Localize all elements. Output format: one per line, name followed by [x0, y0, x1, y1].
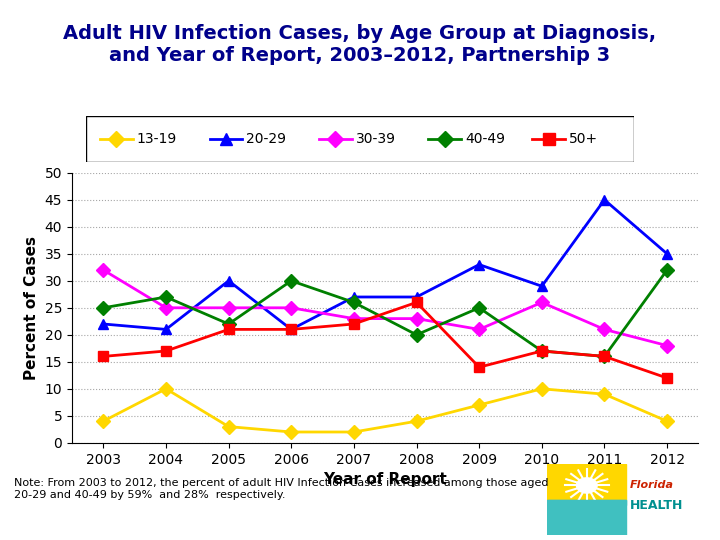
Bar	[547, 500, 626, 535]
40-49	[287, 278, 296, 284]
Text: 13-19: 13-19	[137, 132, 177, 146]
30-39	[287, 305, 296, 311]
Line: 20-29: 20-29	[99, 195, 672, 334]
40-49	[663, 267, 672, 273]
20-29	[287, 326, 296, 333]
20-29	[350, 294, 359, 300]
40-49	[600, 353, 609, 360]
Text: Adult HIV Infection Cases, by Age Group at Diagnosis,
and Year of Report, 2003–2: Adult HIV Infection Cases, by Age Group …	[63, 24, 657, 65]
40-49	[99, 305, 108, 311]
Line: 50+: 50+	[99, 298, 672, 383]
Y-axis label: Percent of Cases: Percent of Cases	[24, 236, 39, 380]
30-39	[413, 315, 421, 322]
40-49	[413, 332, 421, 338]
40-49	[475, 305, 484, 311]
13-19	[287, 429, 296, 435]
40-49	[538, 348, 546, 354]
50+	[287, 326, 296, 333]
30-39	[475, 326, 484, 333]
Text: 30-39: 30-39	[356, 132, 395, 146]
30-39	[663, 342, 672, 349]
20-29	[663, 251, 672, 257]
30-39	[600, 326, 609, 333]
13-19	[99, 418, 108, 424]
50+	[350, 321, 359, 327]
50+	[162, 348, 171, 354]
50+	[475, 364, 484, 370]
13-19	[225, 423, 233, 430]
50+	[600, 353, 609, 360]
X-axis label: Year of Report: Year of Report	[323, 472, 447, 487]
50+	[663, 375, 672, 381]
40-49	[225, 321, 233, 327]
40-49	[162, 294, 171, 300]
Bar	[547, 500, 626, 505]
20-29	[475, 261, 484, 268]
Bar	[547, 464, 626, 500]
13-19	[663, 418, 672, 424]
50+	[99, 353, 108, 360]
FancyBboxPatch shape	[86, 116, 634, 162]
13-19	[475, 402, 484, 408]
20-29	[99, 321, 108, 327]
13-19	[600, 391, 609, 397]
30-39	[99, 267, 108, 273]
Text: 20-29: 20-29	[246, 132, 286, 146]
50+	[413, 299, 421, 306]
20-29	[162, 326, 171, 333]
Line: 13-19: 13-19	[99, 384, 672, 437]
40-49	[350, 299, 359, 306]
20-29	[600, 197, 609, 203]
Text: HEALTH: HEALTH	[629, 499, 683, 512]
30-39	[538, 299, 546, 306]
Text: 40-49: 40-49	[465, 132, 505, 146]
Text: 50+: 50+	[569, 132, 598, 146]
Line: 40-49: 40-49	[99, 265, 672, 361]
30-39	[350, 315, 359, 322]
20-29	[413, 294, 421, 300]
30-39	[162, 305, 171, 311]
20-29	[225, 278, 233, 284]
13-19	[538, 386, 546, 392]
Circle shape	[577, 478, 597, 493]
Line: 30-39: 30-39	[99, 265, 672, 350]
Text: Florida: Florida	[629, 481, 674, 490]
Text: Note: From 2003 to 2012, the percent of adult HIV Infection Cases increased amon: Note: From 2003 to 2012, the percent of …	[14, 478, 549, 500]
13-19	[162, 386, 171, 392]
13-19	[413, 418, 421, 424]
13-19	[350, 429, 359, 435]
20-29	[538, 283, 546, 289]
50+	[538, 348, 546, 354]
50+	[225, 326, 233, 333]
30-39	[225, 305, 233, 311]
